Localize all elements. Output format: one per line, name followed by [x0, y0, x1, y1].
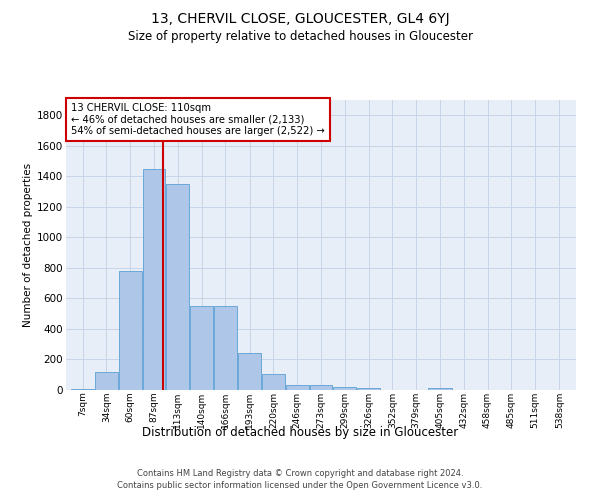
Text: 13 CHERVIL CLOSE: 110sqm
← 46% of detached houses are smaller (2,133)
54% of sem: 13 CHERVIL CLOSE: 110sqm ← 46% of detach… — [71, 103, 325, 136]
Bar — [262, 374, 284, 390]
Bar — [190, 306, 213, 390]
Text: Size of property relative to detached houses in Gloucester: Size of property relative to detached ho… — [128, 30, 473, 43]
Bar — [119, 271, 142, 390]
Bar — [286, 384, 309, 390]
Text: 13, CHERVIL CLOSE, GLOUCESTER, GL4 6YJ: 13, CHERVIL CLOSE, GLOUCESTER, GL4 6YJ — [151, 12, 449, 26]
Bar — [358, 388, 380, 390]
Bar — [333, 387, 356, 390]
Bar — [238, 352, 261, 390]
Bar — [428, 388, 452, 390]
Bar — [166, 184, 190, 390]
Bar — [310, 386, 332, 390]
Bar — [71, 389, 94, 390]
Text: Distribution of detached houses by size in Gloucester: Distribution of detached houses by size … — [142, 426, 458, 439]
Text: Contains HM Land Registry data © Crown copyright and database right 2024.: Contains HM Land Registry data © Crown c… — [137, 470, 463, 478]
Bar — [214, 306, 237, 390]
Bar — [143, 168, 165, 390]
Text: Contains public sector information licensed under the Open Government Licence v3: Contains public sector information licen… — [118, 482, 482, 490]
Bar — [95, 372, 118, 390]
Y-axis label: Number of detached properties: Number of detached properties — [23, 163, 33, 327]
